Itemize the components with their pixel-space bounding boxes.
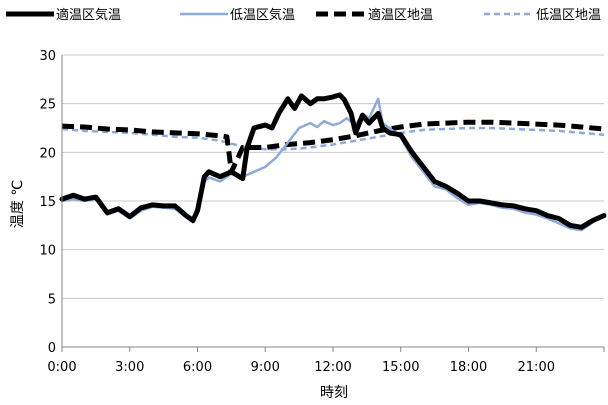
legend-label-1: 適温区気温: [56, 7, 121, 23]
legend-label-2: 低温区気温: [230, 7, 295, 23]
y-tick-label: 15: [39, 195, 56, 210]
x-tick-label: 18:00: [450, 360, 487, 375]
x-tick-labels: 0:00 3:00 6:00 9:00 12:00 15:00 18:00 21:00: [47, 360, 555, 375]
gridlines: [62, 54, 604, 299]
x-tick-label: 21:00: [518, 360, 555, 375]
y-tick-label: 25: [39, 98, 56, 113]
y-tick-label: 5: [48, 292, 56, 307]
y-tick-label: 30: [39, 49, 56, 64]
series-line-3: [61, 119, 605, 175]
legend-label-3: 適温区地温: [368, 7, 433, 23]
legend: 適温区気温 低温区気温 適温区地温 低温区地温: [6, 7, 601, 23]
axes: [61, 55, 605, 352]
x-axis-title: 時刻: [320, 385, 348, 401]
y-axis-title: 温度 ℃: [10, 180, 26, 228]
y-tick-label: 0: [48, 341, 56, 356]
series-line-4: [61, 126, 605, 151]
y-tick-label: 10: [39, 244, 56, 259]
series-line-1: [59, 92, 607, 230]
y-tick-label: 20: [39, 146, 56, 161]
x-tick-label: 0:00: [47, 360, 76, 375]
x-tick-label: 6:00: [183, 360, 212, 375]
x-tick-label: 9:00: [251, 360, 280, 375]
plot-lines: [59, 92, 607, 232]
y-tick-labels: 0 5 10 15 20 25 30: [39, 49, 56, 356]
x-tick-label: 3:00: [115, 360, 144, 375]
legend-label-4: 低温区地温: [536, 8, 601, 23]
x-tick-label: 12:00: [314, 360, 351, 375]
x-tick-label: 15:00: [382, 360, 419, 375]
